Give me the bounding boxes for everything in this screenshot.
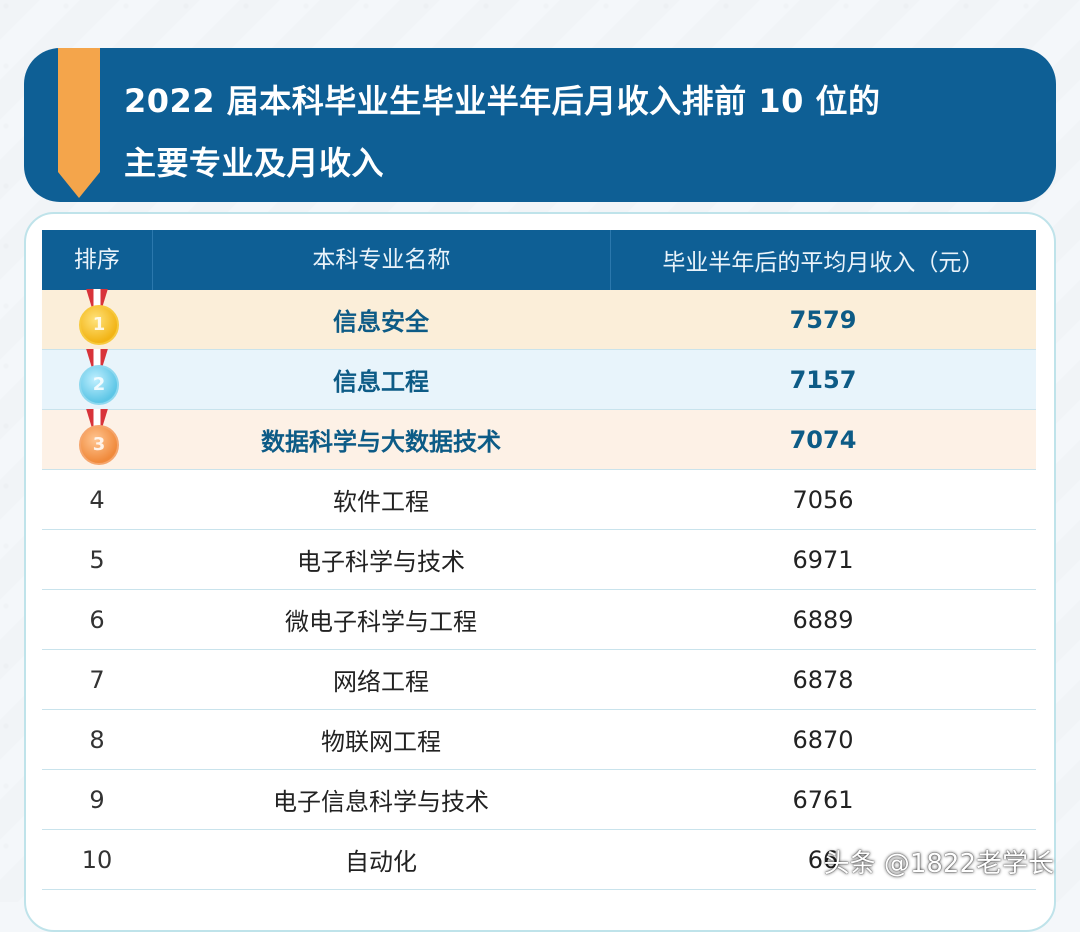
major-cell: 自动化: [345, 848, 417, 876]
column-header-rank: 排序: [42, 230, 153, 290]
page-title: 2022 届本科毕业生毕业半年后月收入排前 10 位的 主要专业及月收入: [124, 70, 984, 194]
income-cell: 7074: [789, 425, 857, 454]
rank-cell: 3: [42, 408, 152, 465]
title-line-1: 2022 届本科毕业生毕业半年后月收入排前 10 位的: [124, 82, 881, 120]
income-ranking-table: 排序 本科专业名称 毕业半年后的平均月收入（元） 1 信息安全 7579 2 信…: [42, 230, 1036, 890]
table-row-5: 5 电子科学与技术 6971: [42, 530, 1036, 590]
table-row-1: 1 信息安全 7579: [42, 288, 1036, 350]
title-line-2: 主要专业及月收入: [124, 144, 385, 182]
table-row-7: 7 网络工程 6878: [42, 650, 1036, 710]
major-cell: 电子信息科学与技术: [273, 788, 489, 816]
major-cell: 软件工程: [333, 488, 429, 516]
income-cell: 6971: [792, 545, 854, 574]
table-row-2: 2 信息工程 7157: [42, 348, 1036, 410]
major-cell: 信息工程: [333, 368, 429, 396]
table-header-row: 排序 本科专业名称 毕业半年后的平均月收入（元）: [42, 230, 1036, 290]
table-row-4: 4 软件工程 7056: [42, 470, 1036, 530]
major-cell: 物联网工程: [321, 728, 441, 756]
bookmark-ribbon-icon: [58, 48, 100, 198]
column-header-income: 毕业半年后的平均月收入（元）: [662, 250, 985, 276]
major-cell: 微电子科学与工程: [285, 608, 477, 636]
income-cell: 7157: [789, 365, 857, 394]
income-cell: 7056: [792, 485, 854, 514]
major-cell: 电子科学与技术: [297, 548, 465, 576]
table-row-3: 3 数据科学与大数据技术 7074: [42, 408, 1036, 470]
title-banner: 2022 届本科毕业生毕业半年后月收入排前 10 位的 主要专业及月收入: [24, 48, 1056, 202]
major-cell: 信息安全: [333, 308, 429, 336]
rank-cell: 6: [89, 605, 105, 634]
column-header-major: 本科专业名称: [153, 230, 611, 290]
income-cell: 7579: [789, 305, 857, 334]
rank-cell: 10: [81, 845, 113, 874]
rank-cell: 8: [89, 725, 105, 754]
silver-medal-icon: 2: [77, 348, 119, 405]
rank-cell: 2: [42, 348, 152, 405]
source-watermark: 头条 @1822老学长: [823, 849, 1054, 879]
rank-cell: 5: [89, 545, 105, 574]
table-row-6: 6 微电子科学与工程 6889: [42, 590, 1036, 650]
income-cell: 6761: [792, 785, 854, 814]
table-row-10: 10 自动化 66: [42, 830, 1036, 890]
major-cell: 网络工程: [333, 668, 429, 696]
rank-cell: 9: [89, 785, 105, 814]
gold-medal-icon: 1: [77, 288, 119, 345]
income-cell: 6870: [792, 725, 854, 754]
major-cell: 数据科学与大数据技术: [261, 428, 501, 456]
table-row-9: 9 电子信息科学与技术 6761: [42, 770, 1036, 830]
table-row-8: 8 物联网工程 6870: [42, 710, 1036, 770]
income-cell: 6889: [792, 605, 854, 634]
income-cell: 66: [807, 845, 839, 874]
income-cell: 6878: [792, 665, 854, 694]
rank-cell: 1: [42, 288, 152, 345]
rank-cell: 4: [89, 485, 105, 514]
rank-cell: 7: [89, 665, 105, 694]
bronze-medal-icon: 3: [77, 408, 119, 465]
